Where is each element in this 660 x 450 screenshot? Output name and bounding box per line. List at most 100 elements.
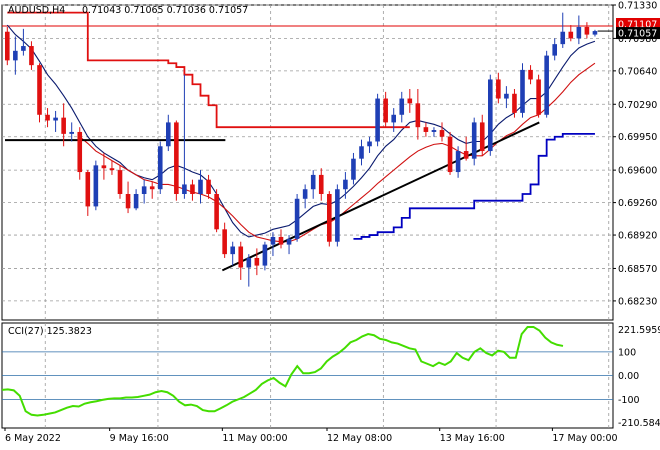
candle bbox=[77, 127, 83, 180]
candle-body bbox=[166, 122, 171, 147]
candle bbox=[174, 120, 179, 201]
price-tick-label: 0.70290 bbox=[618, 100, 657, 111]
candle-body bbox=[286, 238, 292, 245]
candle-body bbox=[270, 236, 276, 245]
candle bbox=[157, 141, 163, 194]
candle bbox=[528, 65, 533, 85]
candle bbox=[479, 114, 485, 156]
candle bbox=[117, 165, 123, 199]
cci-level-label: -100 bbox=[618, 395, 640, 406]
candle bbox=[327, 191, 332, 247]
candle-body bbox=[21, 46, 26, 51]
candle-body bbox=[528, 69, 533, 80]
overlay-line bbox=[6, 24, 596, 238]
candle-body bbox=[576, 26, 582, 39]
candle-body bbox=[101, 165, 107, 169]
candle-body bbox=[399, 98, 405, 115]
candle-body bbox=[13, 50, 18, 61]
candle bbox=[190, 179, 195, 201]
candle bbox=[496, 72, 501, 104]
candle-body bbox=[504, 93, 509, 99]
candle-body bbox=[560, 31, 566, 45]
candle-body bbox=[544, 55, 549, 115]
candle bbox=[512, 89, 517, 118]
candle bbox=[407, 89, 413, 113]
candle-body bbox=[391, 114, 396, 123]
price-tick-label: 0.68570 bbox=[618, 264, 657, 275]
candle-body bbox=[157, 146, 163, 190]
candle bbox=[270, 232, 276, 257]
candle-body bbox=[198, 179, 203, 194]
candle-body bbox=[206, 179, 211, 194]
cci-line bbox=[1, 325, 564, 417]
candle bbox=[488, 74, 493, 156]
candle-body bbox=[536, 79, 541, 115]
candle-body bbox=[278, 236, 284, 245]
candle bbox=[13, 36, 18, 75]
candle-body bbox=[431, 130, 437, 132]
candle bbox=[133, 189, 139, 211]
candle-body bbox=[455, 151, 461, 173]
candle bbox=[383, 91, 388, 128]
price-panel-frame bbox=[1, 4, 614, 321]
time-tick-label: 12 May 08:00 bbox=[327, 433, 392, 444]
candle-body bbox=[262, 244, 268, 266]
candle bbox=[359, 139, 364, 166]
candle bbox=[391, 108, 396, 132]
price-marker-box bbox=[616, 27, 660, 40]
candle bbox=[85, 170, 91, 216]
cci-bottom-label: -210.5844 bbox=[618, 418, 660, 429]
candle bbox=[222, 222, 227, 258]
candle bbox=[399, 91, 405, 123]
candle-body bbox=[310, 174, 316, 190]
candle-body bbox=[552, 44, 557, 56]
chart-header-ohlc: 0.71043 0.71065 0.71036 0.71057 bbox=[82, 5, 248, 16]
candle-body bbox=[61, 117, 66, 134]
candle-body bbox=[149, 186, 155, 190]
candle-body bbox=[343, 179, 348, 190]
candle-body bbox=[246, 257, 252, 268]
candle-body bbox=[294, 198, 300, 239]
candle bbox=[61, 103, 66, 147]
candle bbox=[21, 28, 26, 56]
time-tick-label: 9 May 16:00 bbox=[110, 433, 169, 444]
candle bbox=[463, 136, 469, 161]
candle bbox=[141, 179, 147, 204]
candle bbox=[318, 168, 324, 201]
candle bbox=[367, 136, 372, 153]
candle-body bbox=[190, 184, 195, 194]
cci-level-label: 100 bbox=[618, 347, 636, 358]
candle bbox=[584, 22, 590, 39]
candle-body bbox=[125, 194, 131, 209]
candle bbox=[101, 152, 107, 180]
candle bbox=[504, 86, 509, 109]
candle-body bbox=[351, 158, 356, 180]
candle-body bbox=[174, 122, 179, 194]
cci-top-label: 221.5959 bbox=[618, 325, 660, 336]
cci-level-label: 0.00 bbox=[618, 371, 639, 382]
candle-body bbox=[439, 130, 445, 137]
candle-body bbox=[29, 46, 34, 66]
candle-body bbox=[327, 194, 332, 242]
candle bbox=[109, 160, 115, 175]
candle bbox=[45, 108, 50, 128]
candle-body bbox=[77, 131, 83, 173]
candle bbox=[93, 160, 99, 211]
chart-header-symbol: AUDUSD,H4 bbox=[8, 5, 65, 16]
overlay-line bbox=[353, 132, 595, 240]
candle-body bbox=[488, 79, 493, 152]
price-tick-label: 0.69600 bbox=[618, 166, 657, 177]
candle-body bbox=[383, 98, 388, 123]
candle-body bbox=[512, 93, 517, 113]
candle-body bbox=[592, 31, 598, 35]
candle bbox=[125, 181, 131, 214]
candle bbox=[520, 63, 525, 118]
price-tick-label: 0.71330 bbox=[618, 1, 657, 12]
time-tick-label: 17 May 00:00 bbox=[552, 433, 617, 444]
candle-body bbox=[463, 151, 469, 159]
candle bbox=[455, 146, 461, 178]
price-panel[interactable]: 0.71330 0.70980 0.70640 0.70290 0.69950 0.696… bbox=[1, 1, 660, 321]
cci-panel[interactable]: 100 0.00 -100 221.5959 -210.5844 bbox=[1, 322, 660, 429]
candle bbox=[278, 229, 284, 249]
